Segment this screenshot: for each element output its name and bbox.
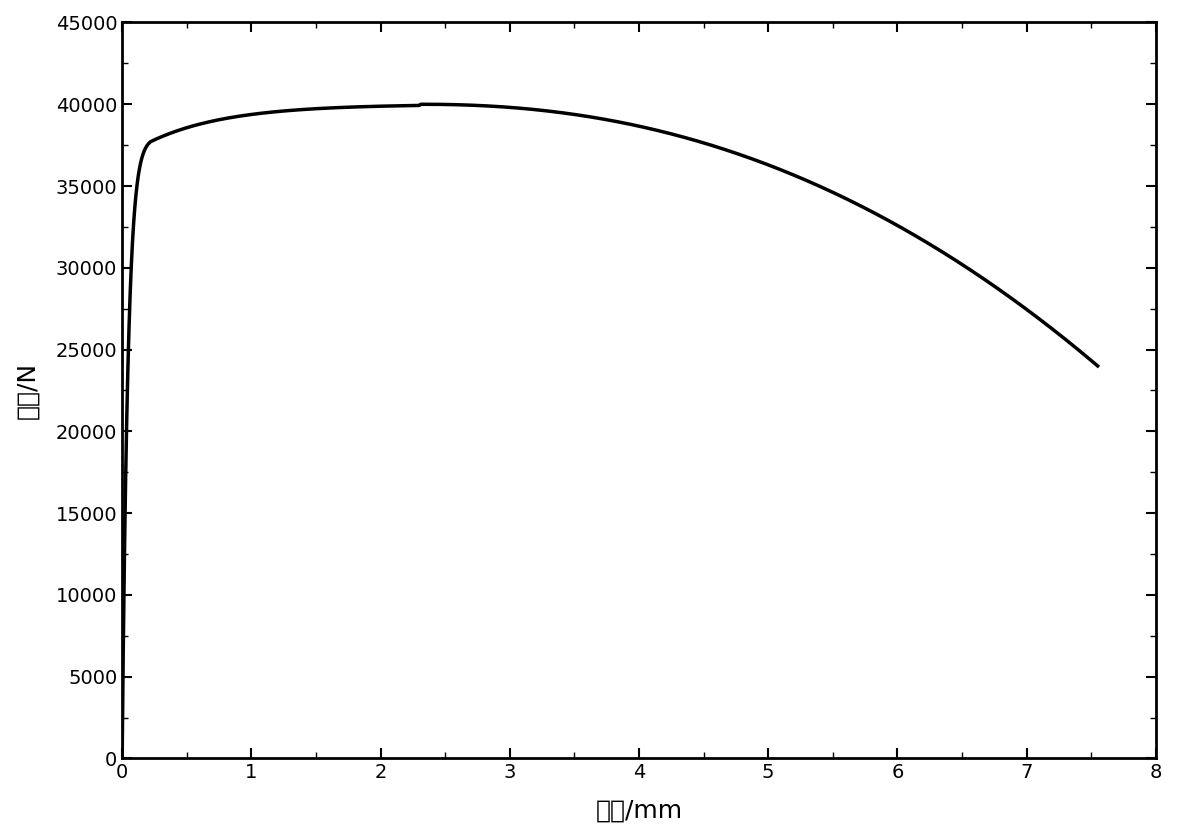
X-axis label: 位移/mm: 位移/mm [596, 799, 683, 823]
Y-axis label: 载荷/N: 载荷/N [15, 362, 39, 419]
